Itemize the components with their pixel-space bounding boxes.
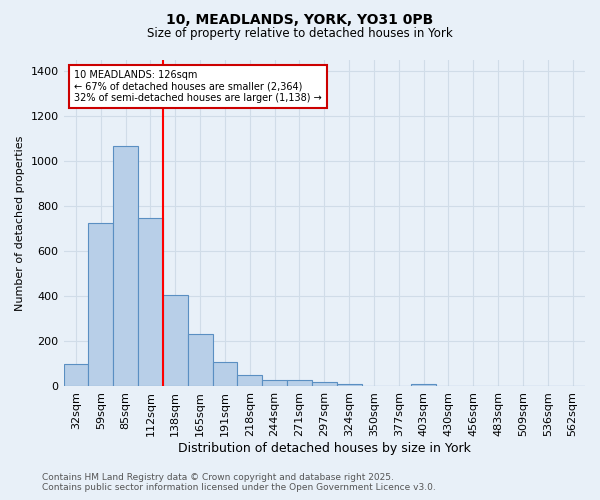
Text: 10 MEADLANDS: 126sqm
← 67% of detached houses are smaller (2,364)
32% of semi-de: 10 MEADLANDS: 126sqm ← 67% of detached h… (74, 70, 322, 103)
Bar (212, 362, 238, 386)
X-axis label: Distribution of detached houses by size in York: Distribution of detached houses by size … (178, 442, 471, 455)
Bar (138, 218, 163, 386)
Text: 10, MEADLANDS, YORK, YO31 0PB: 10, MEADLANDS, YORK, YO31 0PB (166, 12, 434, 26)
Bar (163, 296, 188, 386)
Bar (113, 146, 138, 386)
Bar (337, 384, 362, 386)
Bar (262, 380, 287, 386)
Bar (411, 384, 436, 386)
Text: Contains HM Land Registry data © Crown copyright and database right 2025.
Contai: Contains HM Land Registry data © Crown c… (42, 473, 436, 492)
Bar (287, 380, 312, 386)
Bar (312, 382, 337, 386)
Y-axis label: Number of detached properties: Number of detached properties (15, 136, 25, 311)
Bar (88, 223, 113, 386)
Text: Size of property relative to detached houses in York: Size of property relative to detached ho… (147, 28, 453, 40)
Bar (188, 334, 212, 386)
Bar (64, 364, 88, 386)
Bar (238, 375, 262, 386)
